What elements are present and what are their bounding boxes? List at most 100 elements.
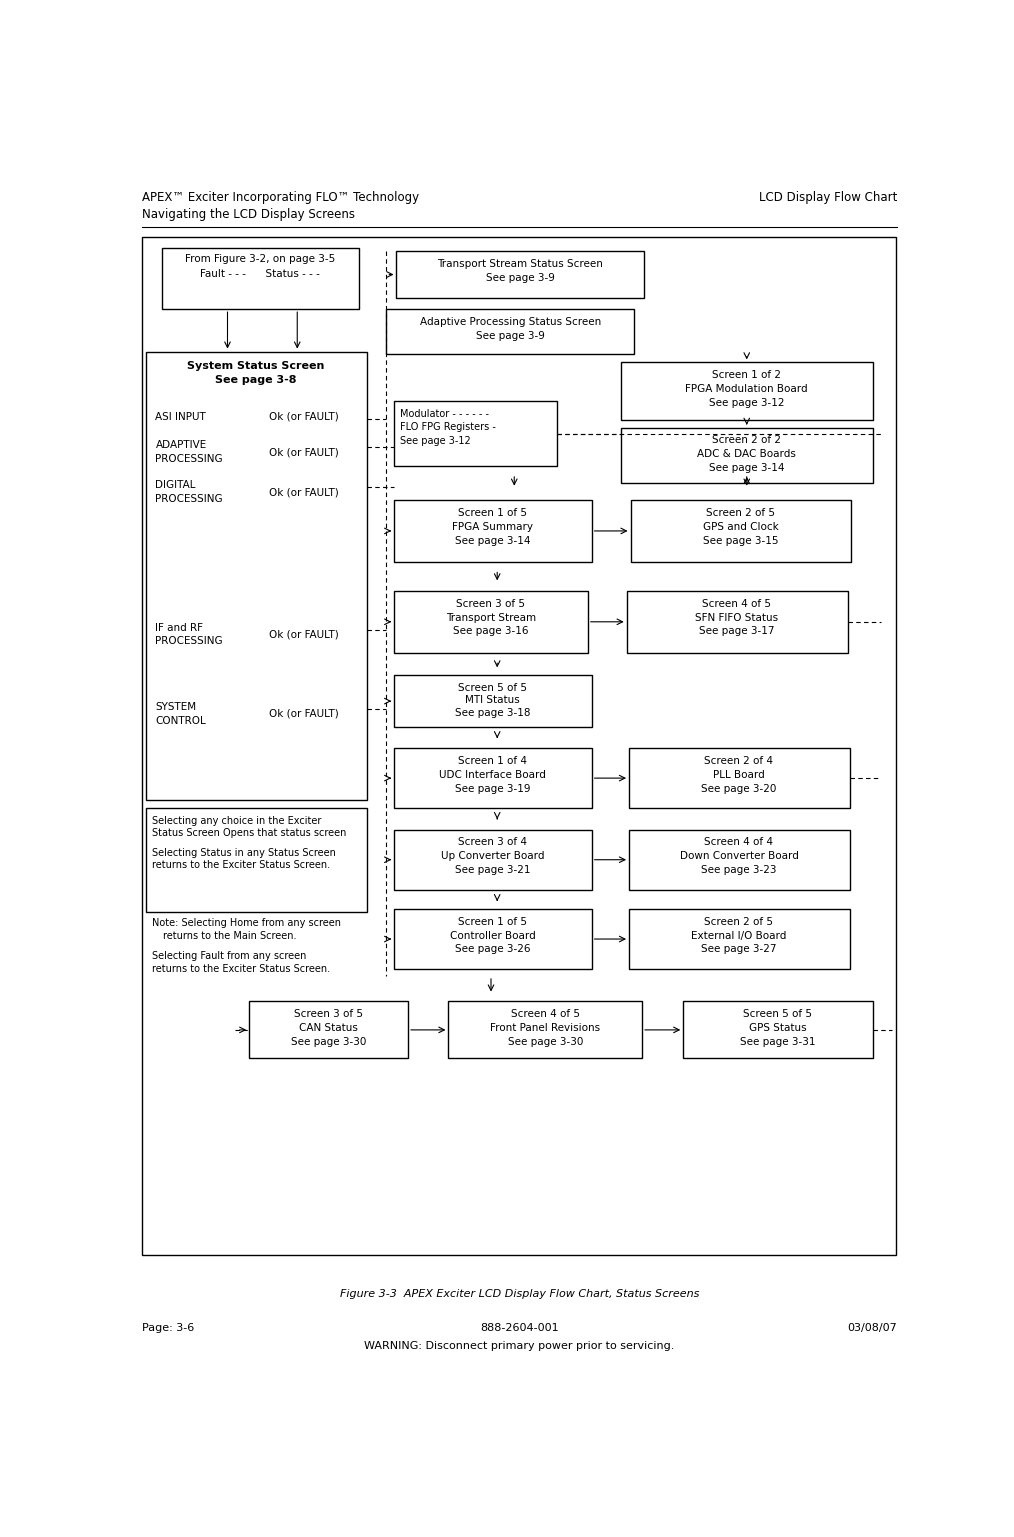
Text: Screen 5 of 5: Screen 5 of 5 — [458, 682, 527, 693]
Text: See page 3-27: See page 3-27 — [702, 944, 777, 954]
Text: See page 3-31: See page 3-31 — [740, 1037, 815, 1047]
Text: UDC Interface Board: UDC Interface Board — [439, 770, 546, 779]
Text: Fault - - -      Status - - -: Fault - - - Status - - - — [200, 269, 320, 280]
Bar — [629, 830, 850, 890]
Bar — [629, 749, 850, 808]
Text: Note: Selecting Home from any screen: Note: Selecting Home from any screen — [152, 918, 342, 928]
Text: Up Converter Board: Up Converter Board — [441, 851, 545, 861]
Text: System Status Screen: System Status Screen — [188, 361, 324, 370]
Bar — [627, 592, 848, 653]
Text: 03/08/07: 03/08/07 — [848, 1323, 897, 1333]
Text: Screen 3 of 5: Screen 3 of 5 — [294, 1010, 363, 1019]
Text: returns to the Exciter Status Screen.: returns to the Exciter Status Screen. — [152, 964, 331, 973]
Text: Down Converter Board: Down Converter Board — [679, 851, 798, 861]
Text: See page 3-16: See page 3-16 — [453, 627, 528, 636]
Text: See page 3-14: See page 3-14 — [455, 535, 530, 546]
Bar — [386, 309, 635, 354]
Bar — [381, 822, 881, 896]
Bar — [394, 500, 592, 561]
Text: FPGA Summary: FPGA Summary — [452, 521, 533, 532]
Text: See page 3-12: See page 3-12 — [709, 398, 785, 407]
Bar — [394, 749, 592, 808]
Bar — [622, 363, 873, 420]
Bar — [161, 247, 359, 309]
Text: See page 3-8: See page 3-8 — [215, 375, 297, 384]
Text: returns to the Exciter Status Screen.: returns to the Exciter Status Screen. — [152, 861, 331, 870]
Text: Front Panel Revisions: Front Panel Revisions — [490, 1024, 600, 1033]
Bar — [381, 360, 881, 473]
Bar — [394, 401, 557, 466]
Text: PROCESSING: PROCESSING — [155, 493, 223, 504]
Text: 888-2604-001: 888-2604-001 — [481, 1323, 559, 1333]
Text: Screen 4 of 4: Screen 4 of 4 — [705, 838, 774, 847]
Text: See page 3-12: See page 3-12 — [401, 437, 472, 446]
Bar — [394, 592, 588, 653]
Text: See page 3-15: See page 3-15 — [703, 535, 779, 546]
Bar — [381, 584, 881, 661]
Text: From Figure 3-2, on page 3-5: From Figure 3-2, on page 3-5 — [185, 254, 336, 264]
Text: Screen 1 of 5: Screen 1 of 5 — [458, 916, 527, 927]
Text: PLL Board: PLL Board — [713, 770, 765, 779]
Text: See page 3-9: See page 3-9 — [486, 274, 555, 283]
Text: GPS Status: GPS Status — [749, 1024, 806, 1033]
Text: Selecting Status in any Status Screen: Selecting Status in any Status Screen — [152, 848, 337, 858]
Text: PROCESSING: PROCESSING — [155, 453, 223, 464]
Text: FLO FPG Registers -: FLO FPG Registers - — [401, 423, 496, 432]
Text: Transport Stream: Transport Stream — [446, 613, 536, 622]
Text: Screen 2 of 4: Screen 2 of 4 — [705, 756, 774, 765]
Text: Page: 3-6: Page: 3-6 — [142, 1323, 195, 1333]
Text: See page 3-30: See page 3-30 — [508, 1037, 583, 1047]
Text: Adaptive Processing Status Screen: Adaptive Processing Status Screen — [420, 317, 601, 327]
Bar — [249, 1002, 408, 1059]
Text: MTI Status: MTI Status — [465, 695, 520, 705]
Text: Screen 4 of 5: Screen 4 of 5 — [702, 599, 772, 609]
Bar — [381, 901, 881, 976]
Text: Screen 3 of 4: Screen 3 of 4 — [458, 838, 527, 847]
Text: DIGITAL: DIGITAL — [155, 480, 196, 490]
Text: SYSTEM: SYSTEM — [155, 702, 197, 712]
Text: Controller Board: Controller Board — [449, 930, 535, 941]
Text: ADAPTIVE: ADAPTIVE — [155, 440, 207, 450]
Text: WARNING: Disconnect primary power prior to servicing.: WARNING: Disconnect primary power prior … — [364, 1340, 675, 1351]
Text: Screen 3 of 5: Screen 3 of 5 — [456, 599, 525, 609]
Text: Ok (or FAULT): Ok (or FAULT) — [269, 709, 339, 719]
Text: Navigating the LCD Display Screens: Navigating the LCD Display Screens — [142, 207, 355, 220]
Text: PROCESSING: PROCESSING — [155, 636, 223, 647]
Text: See page 3-9: See page 3-9 — [476, 330, 545, 341]
Text: Ok (or FAULT): Ok (or FAULT) — [269, 487, 339, 496]
Bar — [683, 1002, 873, 1059]
Text: Screen 5 of 5: Screen 5 of 5 — [743, 1010, 812, 1019]
Text: ADC & DAC Boards: ADC & DAC Boards — [698, 449, 796, 460]
Text: Screen 4 of 5: Screen 4 of 5 — [511, 1010, 580, 1019]
Text: Screen 2 of 2: Screen 2 of 2 — [712, 435, 781, 446]
Text: LCD Display Flow Chart: LCD Display Flow Chart — [758, 191, 897, 203]
Text: External I/O Board: External I/O Board — [692, 930, 787, 941]
Text: Screen 1 of 2: Screen 1 of 2 — [712, 370, 781, 380]
Bar — [146, 352, 367, 801]
Bar — [396, 252, 645, 298]
Text: GPS and Clock: GPS and Clock — [703, 521, 779, 532]
Text: ASI INPUT: ASI INPUT — [155, 412, 206, 421]
Text: SFN FIFO Status: SFN FIFO Status — [696, 613, 778, 622]
Bar — [629, 908, 850, 968]
Bar — [381, 741, 881, 816]
Bar — [631, 500, 852, 561]
Bar — [146, 808, 367, 911]
Text: See page 3-20: See page 3-20 — [702, 784, 777, 793]
Text: Modulator - - - - - -: Modulator - - - - - - — [401, 409, 490, 418]
Text: See page 3-18: See page 3-18 — [455, 709, 530, 718]
Bar — [381, 670, 637, 733]
Bar — [394, 908, 592, 968]
Bar — [394, 830, 592, 890]
Text: Status Screen Opens that status screen: Status Screen Opens that status screen — [152, 828, 347, 838]
Text: Selecting Fault from any screen: Selecting Fault from any screen — [152, 950, 306, 961]
Text: returns to the Main Screen.: returns to the Main Screen. — [163, 931, 297, 941]
Text: Ok (or FAULT): Ok (or FAULT) — [269, 447, 339, 456]
Text: FPGA Modulation Board: FPGA Modulation Board — [685, 384, 808, 393]
Text: Transport Stream Status Screen: Transport Stream Status Screen — [437, 260, 603, 269]
Text: Selecting any choice in the Exciter: Selecting any choice in the Exciter — [152, 816, 321, 825]
Text: CONTROL: CONTROL — [155, 716, 206, 725]
Bar — [235, 994, 892, 1065]
Text: Screen 1 of 4: Screen 1 of 4 — [458, 756, 527, 765]
Text: Screen 2 of 5: Screen 2 of 5 — [706, 507, 775, 518]
